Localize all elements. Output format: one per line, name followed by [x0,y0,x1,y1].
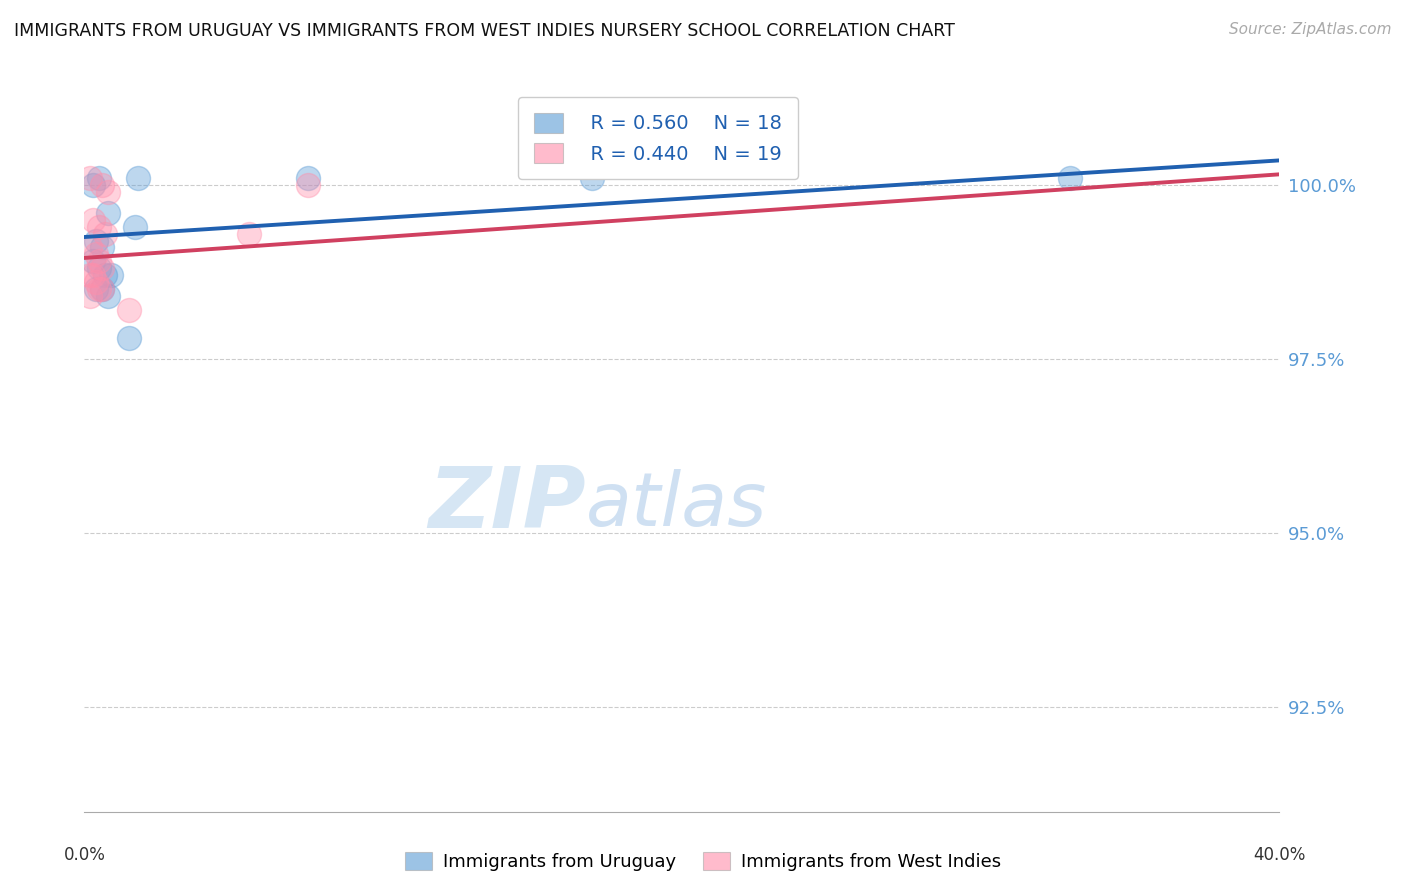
Point [91,261,114,276]
Point [91,282,114,296]
Point [1059,170,1081,185]
Point [89,261,111,276]
Point [89,170,111,185]
Point [82,178,104,192]
Text: Source: ZipAtlas.com: Source: ZipAtlas.com [1229,22,1392,37]
Point [118,303,141,318]
Text: atlas: atlas [586,468,768,541]
Point [94,268,117,283]
Text: IMMIGRANTS FROM URUGUAY VS IMMIGRANTS FROM WEST INDIES NURSERY SCHOOL CORRELATIO: IMMIGRANTS FROM URUGUAY VS IMMIGRANTS FR… [14,22,955,40]
Point [91,240,114,254]
Legend: Immigrants from Uruguay, Immigrants from West Indies: Immigrants from Uruguay, Immigrants from… [398,845,1008,879]
Point [89,219,111,234]
Point [97,205,120,219]
Point [79,289,101,303]
Point [91,178,114,192]
Point [124,219,146,234]
Point [91,282,114,296]
Point [86,234,108,248]
Point [79,268,101,283]
Point [82,212,104,227]
Point [79,240,101,254]
Point [82,254,104,268]
Point [581,170,603,185]
Point [86,275,108,289]
Point [238,227,260,241]
Text: 0.0%: 0.0% [63,847,105,864]
Legend:   R = 0.560    N = 18,   R = 0.440    N = 19: R = 0.560 N = 18, R = 0.440 N = 19 [519,97,797,179]
Point [79,170,101,185]
Point [86,247,108,261]
Point [89,282,111,296]
Point [97,185,120,199]
Point [94,227,117,241]
Point [297,178,319,192]
Point [86,282,108,296]
Point [100,268,122,283]
Text: ZIP: ZIP [429,463,586,546]
Point [297,170,319,185]
Point [97,289,120,303]
Point [127,170,149,185]
Point [89,254,111,268]
Text: 40.0%: 40.0% [1253,847,1306,864]
Point [82,268,104,283]
Point [118,331,141,345]
